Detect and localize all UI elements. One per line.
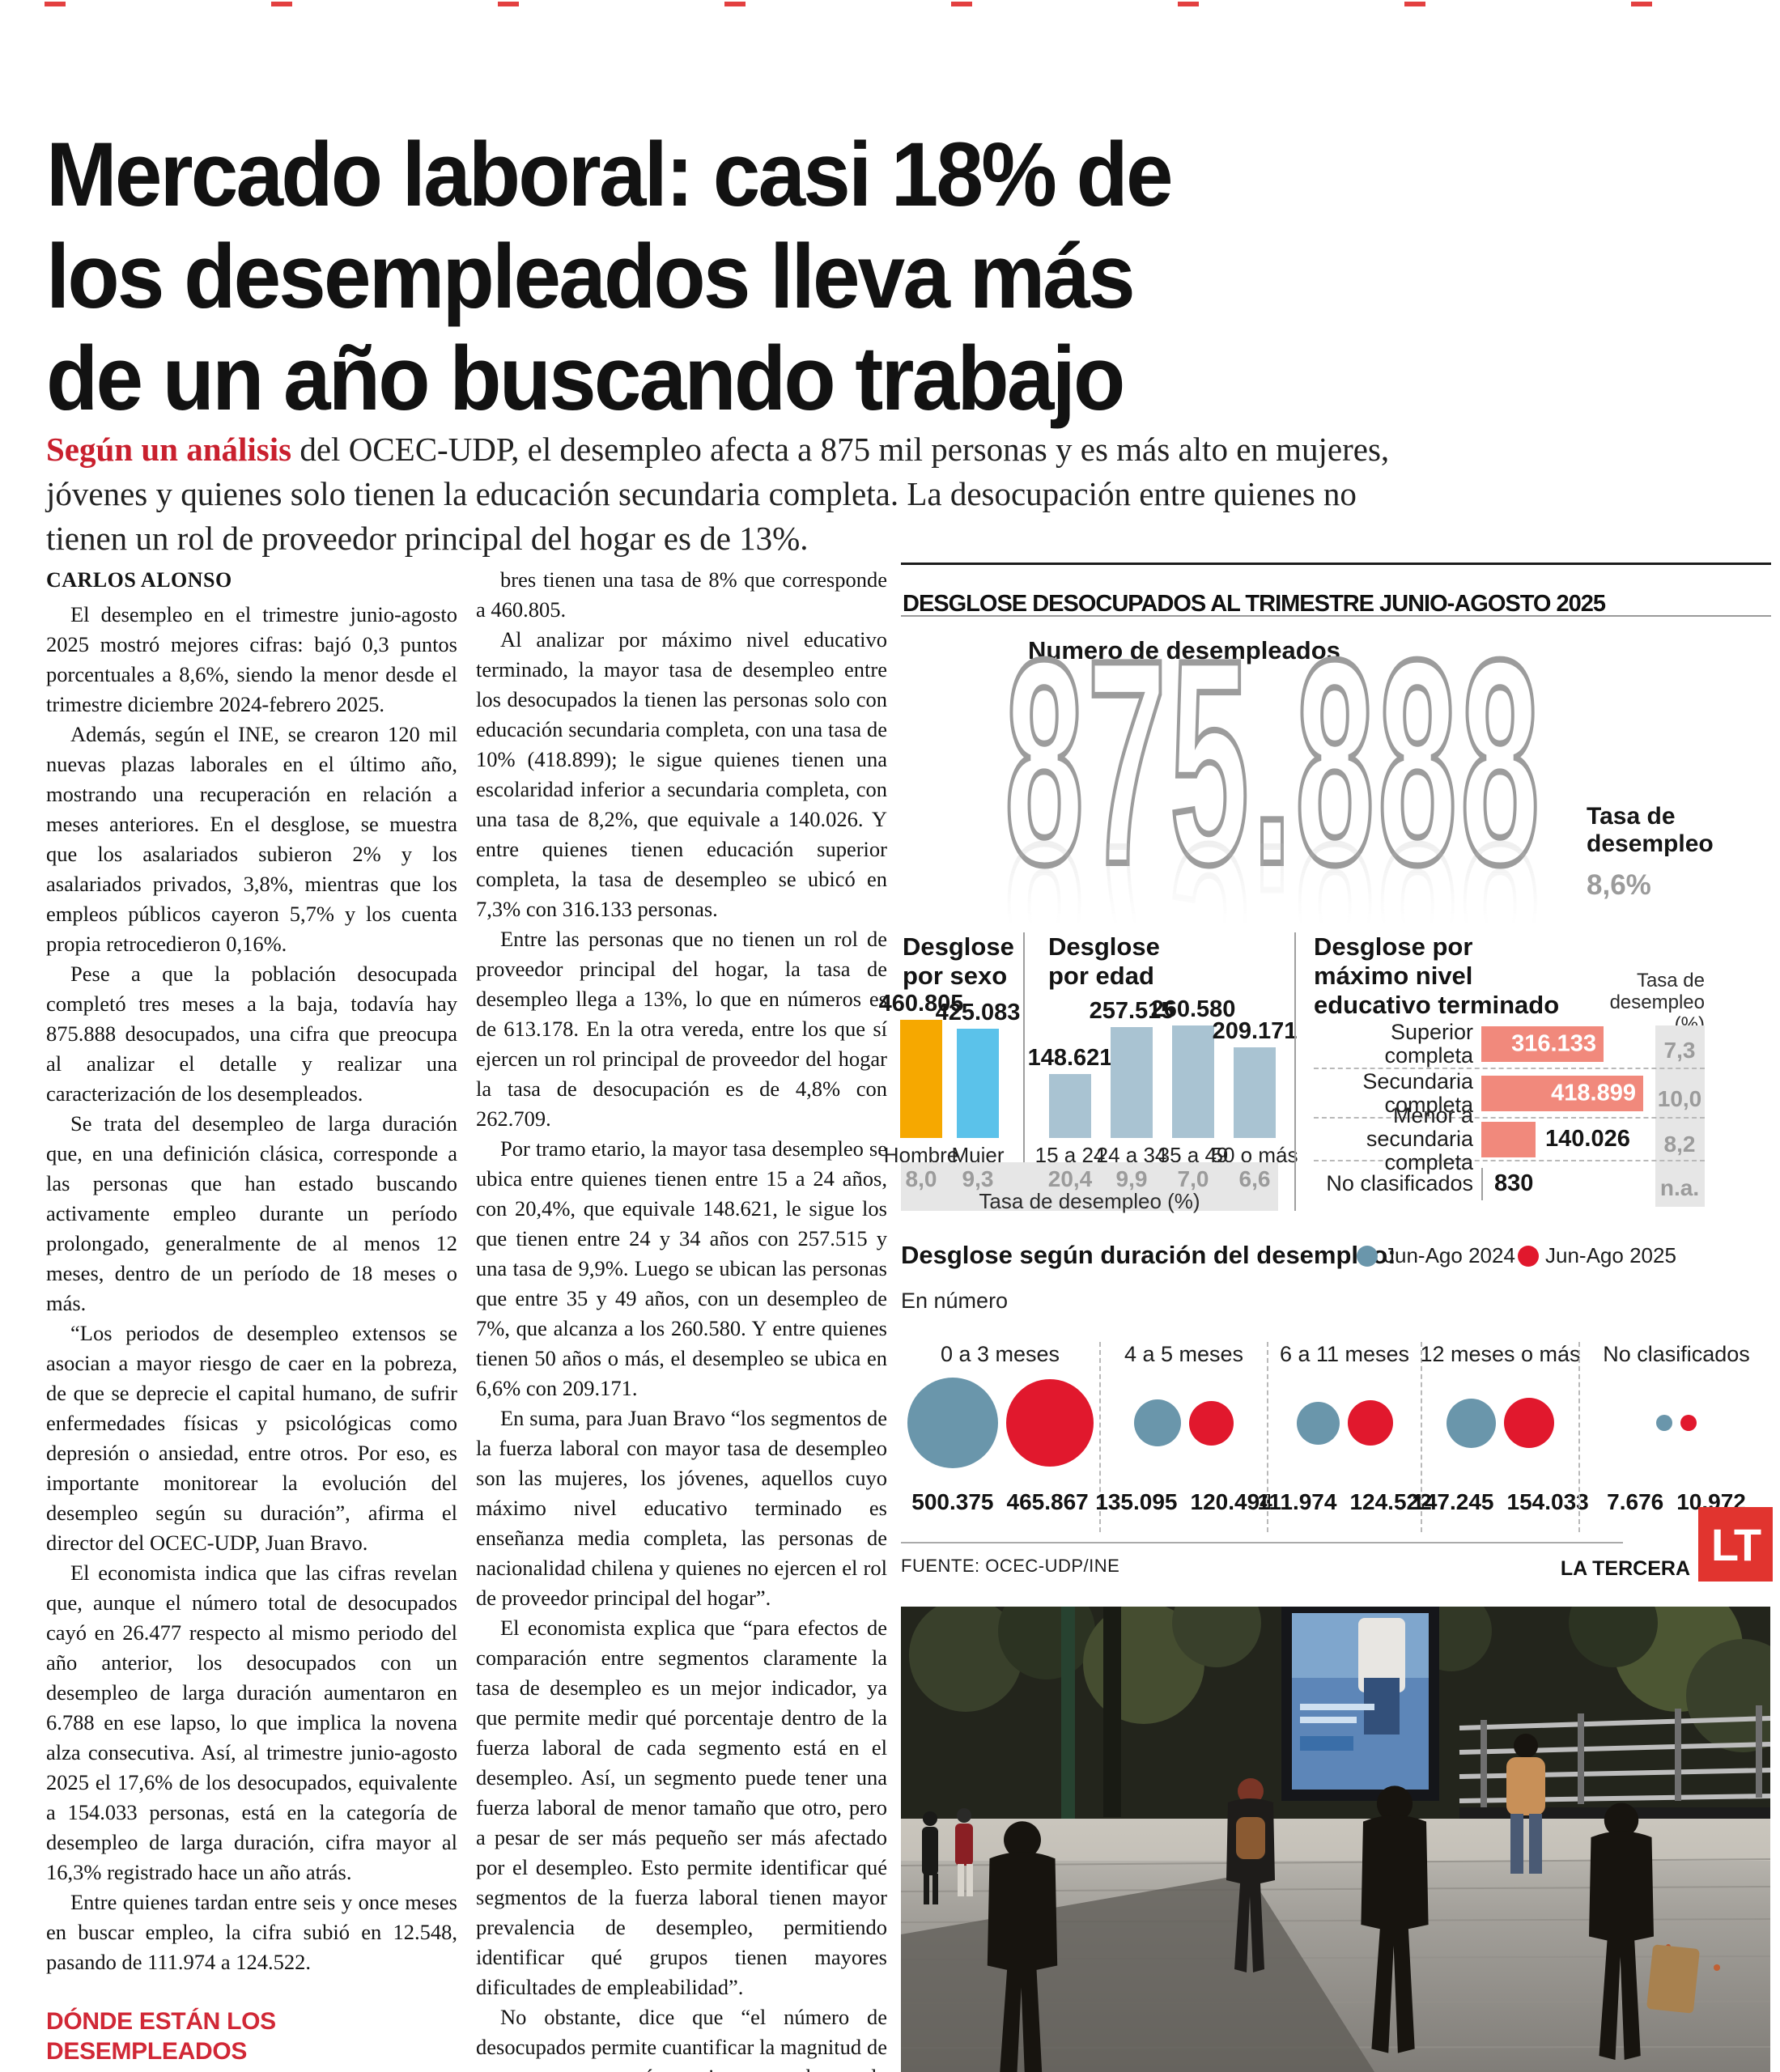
duracion-bubble-chart: 0 a 3 meses 500.375 465.867 4 a 5 meses 135.… (901, 1342, 1773, 1532)
bar-group: 260.580 (1151, 996, 1235, 1138)
duration-group: 4 a 5 meses 135.095 120.494 (1095, 1342, 1272, 1532)
educativo-row: Superior completa 316.133 (1314, 1021, 1705, 1069)
big-number-label: Numero de desempleados (1028, 636, 1340, 664)
rate-strip-caption: Tasa de desempleo (%) (979, 1189, 1200, 1213)
deck-rest: del OCEC-UDP, el desempleo afecta a 875 … (46, 431, 1390, 557)
duration-group: 6 a 11 meses 111.974 124.522 (1257, 1342, 1432, 1532)
bar-group: 257.515 (1090, 998, 1174, 1138)
column-1-paragraphs: El desempleo en el trimestre junio-agost… (46, 600, 457, 1977)
legend-dot-2024-icon (1357, 1245, 1378, 1267)
infographic-title: DESGLOSE DESOCUPADOS AL TRIMESTRE JUNIO-… (903, 591, 1606, 618)
bar-group: 148.621 (1028, 1045, 1112, 1138)
street-photo-illustration (901, 1607, 1770, 2072)
paragraph: Entre las personas que no tienen un rol … (476, 927, 887, 1131)
divider (1294, 932, 1296, 1211)
educativo-row: Secundaria completa 418.899 (1314, 1069, 1705, 1119)
educativo-rate-strip (1655, 1025, 1705, 1207)
headline: Mercado laboral: casi 18% de los desempl… (46, 124, 1174, 430)
duracion-subtitle: En número (901, 1289, 1009, 1313)
street-photo (901, 1607, 1770, 2072)
legend-dot-2025-icon (1518, 1245, 1539, 1267)
legend-2024: Jun-Ago 2024 (1357, 1243, 1515, 1268)
educativo-rows: Superior completa 316.133 Secundaria compl… (1314, 1021, 1705, 1206)
bar-group: 425.083 (936, 1000, 1020, 1138)
bubble-Jun-Ago-2024 (907, 1378, 998, 1468)
paragraph: bres tienen una tasa de 8% que correspon… (476, 567, 887, 622)
source-credit: FUENTE: OCEC-UDP/INE (901, 1556, 1120, 1576)
divider (901, 615, 1771, 617)
paragraph: No obstante, dice que “el número de deso… (476, 2005, 887, 2072)
brand-name: LA TERCERA (1560, 1557, 1690, 1580)
column-2-paragraphs: bres tienen una tasa de 8% que correspon… (476, 565, 887, 2072)
paragraph: El economista explica que “para efectos … (476, 1616, 887, 1999)
duration-group: 0 a 3 meses 500.375 465.867 (901, 1342, 1099, 1532)
bubble-Jun-Ago-2025 (1347, 1400, 1393, 1446)
paragraph: Además, según el INE, se crearon 120 mil… (46, 722, 457, 956)
bar-group: 209.171 (1213, 1018, 1297, 1138)
article-column-1: CARLOS ALONSO El desempleo en el trimest… (46, 565, 457, 2072)
educativo-row: Menor a secundaria completa 140.026 (1314, 1104, 1705, 1174)
paragraph: En suma, para Juan Bravo “los segmentos … (476, 1406, 887, 1610)
lt-logo-icon: LT (1698, 1507, 1773, 1582)
duration-group: 12 meses o más 147.245 154.033 (1412, 1342, 1589, 1532)
paragraph: “Los periodos de desempleo extensos se a… (46, 1321, 457, 1555)
paragraph: Pese a que la población desocupada compl… (46, 962, 457, 1106)
educativo-row: No clasificados 830 (1314, 1161, 1705, 1206)
duracion-title: Desglose según duración del desempleo: (901, 1241, 1396, 1269)
paragraph: Al analizar por máximo nivel educativo t… (476, 627, 887, 921)
paragraph: Por tramo etario, la mayor tasa desemple… (476, 1136, 887, 1400)
rate-strip: Tasa de desempleo (%) 8,0 9,3 20,4 9,9 7,0 6,… (901, 1162, 1278, 1213)
infographic-panel: DESGLOSE DESOCUPADOS AL TRIMESTRE JUNIO-… (879, 558, 1773, 1604)
bubble-Jun-Ago-2024 (1296, 1401, 1340, 1445)
sexo-chart-title: Desglose por sexo (903, 932, 1014, 990)
duration-group: No clasificados 7.676 10.972 (1578, 1342, 1773, 1532)
educativo-chart-title: Desglose por máximo nivel educativo termin… (1314, 932, 1560, 1019)
educativo-rate-header: Tasa de desempleo (%) (1609, 970, 1705, 1035)
bar-group: 460.805 (879, 991, 963, 1138)
bubble-Jun-Ago-2025 (1189, 1400, 1234, 1446)
legend-2025: Jun-Ago 2025 (1518, 1243, 1676, 1268)
bubble-Jun-Ago-2024 (1656, 1415, 1672, 1431)
sexo-bar-chart: 460.805 425.083 (879, 991, 1020, 1138)
edad-chart-title: Desglose por edad (1048, 932, 1160, 990)
divider (901, 1542, 1623, 1543)
bubble-Jun-Ago-2025 (1680, 1415, 1697, 1431)
edad-bar-chart: 148.621 257.515 260.580 209.171 (1028, 996, 1297, 1138)
article-column-2: bres tienen una tasa de 8% que correspon… (476, 565, 887, 2072)
byline: CARLOS ALONSO (46, 568, 232, 592)
paragraph: Se trata del desempleo de larga duración… (46, 1111, 457, 1315)
bubble-Jun-Ago-2024 (1447, 1398, 1496, 1448)
deck-lead: Según un análisis (46, 431, 292, 468)
bubble-Jun-Ago-2025 (1005, 1379, 1094, 1467)
unemployment-rate-block: Tasa de desempleo 8,6% (1587, 803, 1765, 902)
divider (1023, 932, 1025, 1211)
big-number: 875.888 (1003, 600, 1544, 925)
paragraph: Entre quienes tardan entre seis y once m… (46, 1890, 457, 1974)
divider (901, 563, 1771, 565)
paragraph: El economista indica que las cifras reve… (46, 1560, 457, 1884)
section-subhead: DÓNDE ESTÁN LOS DESEMPLEADOS (46, 2008, 276, 2065)
bubble-Jun-Ago-2024 (1134, 1399, 1181, 1446)
paragraph: El desempleo en el trimestre junio-agost… (46, 602, 457, 716)
deck: Según un análisis del OCEC-UDP, el desem… (46, 427, 1406, 561)
bubble-Jun-Ago-2025 (1504, 1398, 1554, 1448)
unemployment-rate-value: 8,6% (1587, 869, 1651, 901)
